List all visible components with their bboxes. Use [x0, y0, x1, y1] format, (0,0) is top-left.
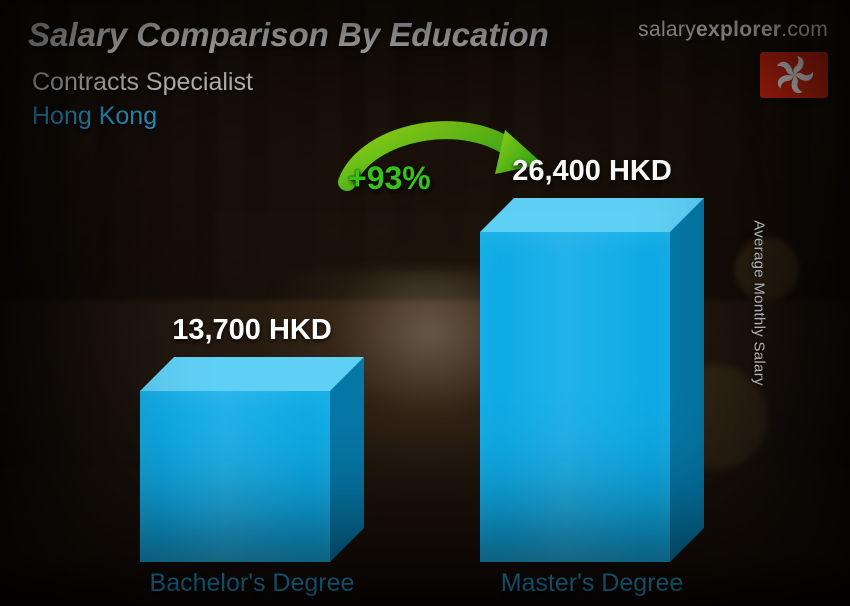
subtitle-job: Contracts Specialist — [32, 68, 253, 97]
bar-master-label: Master's Degree — [442, 569, 742, 598]
bar-bachelor-side — [330, 357, 364, 562]
flag-hong-kong — [760, 52, 828, 98]
bar-bachelor-label: Bachelor's Degree — [102, 569, 402, 598]
page-title: Salary Comparison By Education — [28, 16, 549, 54]
bar-master-side — [670, 198, 704, 562]
bar-master: 26,400 HKDMaster's Degree — [480, 198, 704, 562]
bar-bachelor: 13,700 HKDBachelor's Degree — [140, 357, 364, 562]
bar-master-value: 26,400 HKD — [462, 155, 722, 188]
bar-master-front — [480, 232, 670, 562]
bar-bachelor-value: 13,700 HKD — [122, 314, 382, 347]
infographic-stage: { "header": { "title": "Salary Compariso… — [0, 0, 850, 606]
brand-logo-text: salaryexplorer.com — [638, 18, 828, 42]
bar-bachelor-top — [140, 357, 364, 391]
bar-bachelor-front — [140, 391, 330, 562]
subtitle-region: Hong Kong — [32, 102, 157, 131]
bar-master-top — [480, 198, 704, 232]
bar-chart: 13,700 HKDBachelor's Degree 26,400 HKDMas… — [0, 132, 850, 562]
